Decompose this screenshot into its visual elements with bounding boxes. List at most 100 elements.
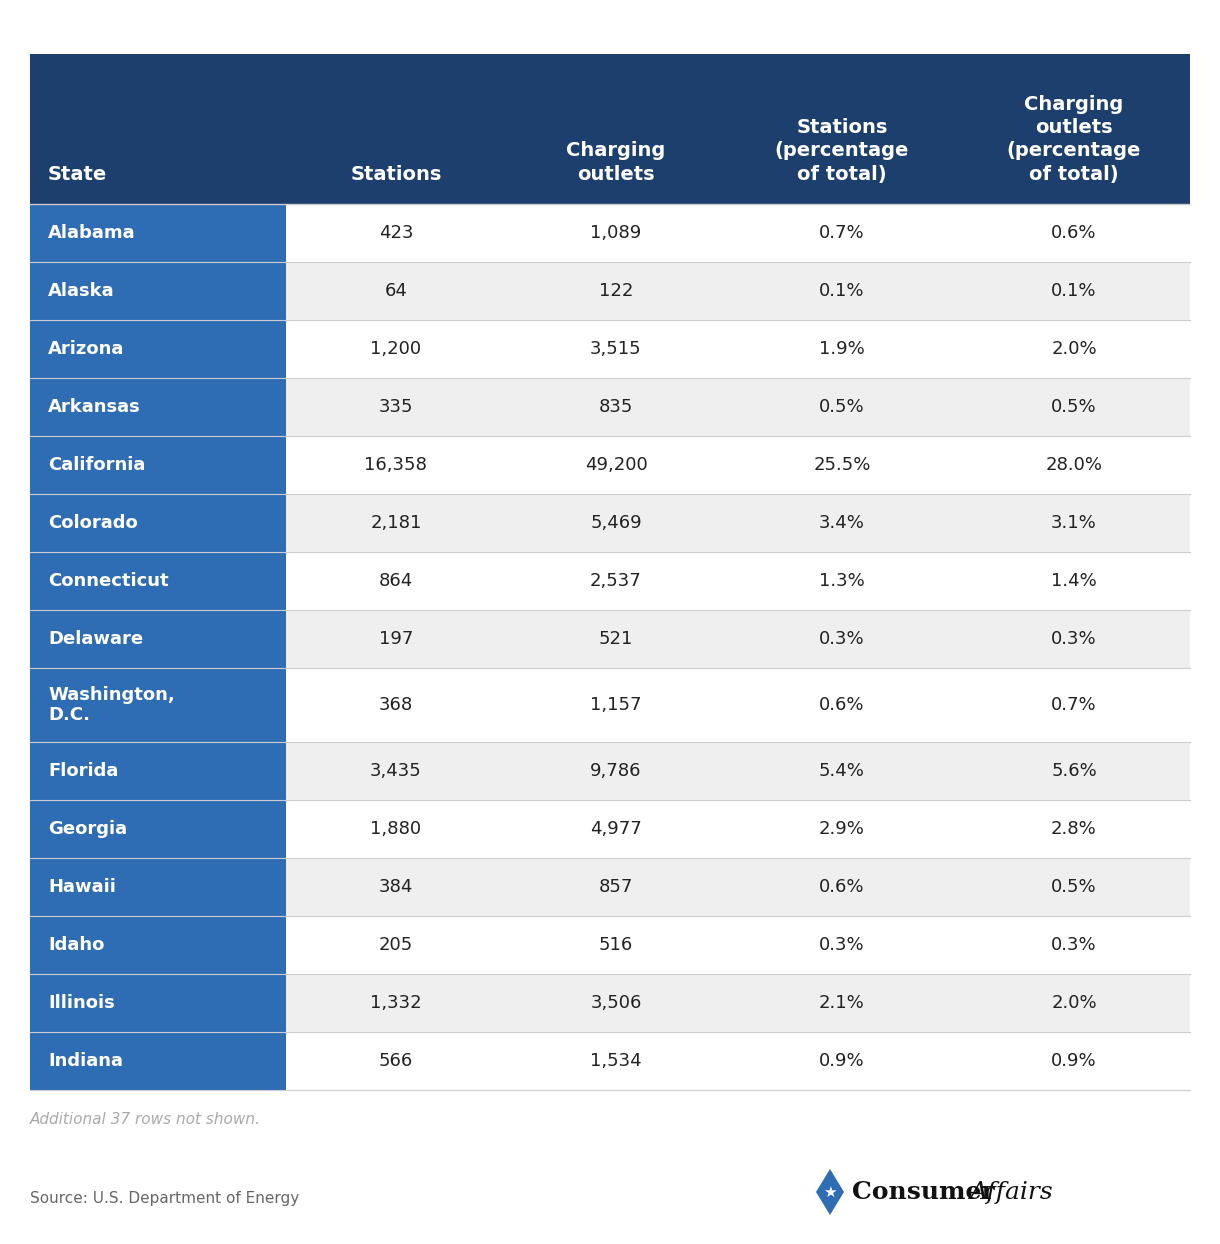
Text: 0.6%: 0.6% [1052,224,1097,243]
Text: 3.1%: 3.1% [1052,514,1097,532]
Text: 2.1%: 2.1% [819,994,865,1013]
Text: 0.5%: 0.5% [1052,398,1097,415]
Bar [30,552,1190,610]
Text: Georgia: Georgia [48,820,127,838]
Bar [30,320,285,378]
Text: 2.9%: 2.9% [819,820,865,838]
Text: 64: 64 [384,282,407,300]
Text: 25.5%: 25.5% [814,457,871,474]
Text: California: California [48,457,145,474]
Text: Connecticut: Connecticut [48,572,168,590]
Bar [30,916,1190,974]
Bar [30,741,1190,800]
Text: 1,157: 1,157 [590,695,642,714]
Bar [30,204,1190,262]
Text: 2.0%: 2.0% [1052,340,1097,358]
Text: 5,469: 5,469 [590,514,642,532]
Text: Delaware: Delaware [48,629,143,648]
Text: Alabama: Alabama [48,224,135,243]
Bar [30,262,285,320]
Text: 0.3%: 0.3% [819,935,865,954]
Bar [30,668,285,741]
Bar [30,741,285,800]
Text: 3,435: 3,435 [370,763,422,780]
Bar [30,858,285,916]
Text: 3,515: 3,515 [590,340,642,358]
Bar [30,435,285,494]
Text: 0.1%: 0.1% [820,282,865,300]
Text: 384: 384 [378,878,414,896]
Bar [30,668,1190,741]
Bar [30,916,285,974]
Text: 0.7%: 0.7% [819,224,865,243]
Text: 2.8%: 2.8% [1052,820,1097,838]
Text: ★: ★ [824,1184,837,1199]
Bar [30,262,1190,320]
Text: 864: 864 [378,572,414,590]
Bar [30,800,285,858]
Text: 1.9%: 1.9% [819,340,865,358]
Bar [30,1033,285,1090]
Bar [30,435,1190,494]
Text: 0.3%: 0.3% [1052,629,1097,648]
Text: State: State [48,165,107,184]
Text: 566: 566 [378,1052,414,1070]
Text: Charging
outlets
(percentage
of total): Charging outlets (percentage of total) [1006,95,1141,184]
Text: 9,786: 9,786 [590,763,642,780]
Text: 3.4%: 3.4% [819,514,865,532]
Text: Florida: Florida [48,763,118,780]
Text: 5.6%: 5.6% [1052,763,1097,780]
Text: 521: 521 [599,629,633,648]
Bar [30,53,1190,204]
Text: Affairs: Affairs [970,1181,1054,1203]
Text: Illinois: Illinois [48,994,115,1013]
Bar [30,800,1190,858]
Bar [30,378,1190,435]
Text: Idaho: Idaho [48,935,105,954]
Text: Arkansas: Arkansas [48,398,140,415]
Text: 205: 205 [378,935,414,954]
Text: 0.5%: 0.5% [819,398,865,415]
Text: 0.9%: 0.9% [1052,1052,1097,1070]
Text: 1,089: 1,089 [590,224,642,243]
Text: 49,200: 49,200 [584,457,648,474]
Text: 857: 857 [599,878,633,896]
Text: 2.0%: 2.0% [1052,994,1097,1013]
Bar [30,204,285,262]
Text: Alaska: Alaska [48,282,115,300]
Bar [30,320,1190,378]
Text: Washington,
D.C.: Washington, D.C. [48,685,174,724]
Text: 0.3%: 0.3% [1052,935,1097,954]
Text: 1.4%: 1.4% [1052,572,1097,590]
Text: 2,181: 2,181 [370,514,422,532]
Text: Stations
(percentage
of total): Stations (percentage of total) [775,118,909,184]
Text: Additional 37 rows not shown.: Additional 37 rows not shown. [30,1112,261,1127]
Text: 1,880: 1,880 [371,820,421,838]
Bar [30,610,285,668]
Text: 0.9%: 0.9% [819,1052,865,1070]
Text: Stations: Stations [350,165,442,184]
Bar [30,494,1190,552]
Text: 516: 516 [599,935,633,954]
Text: 28.0%: 28.0% [1046,457,1103,474]
Text: 0.6%: 0.6% [820,878,865,896]
Polygon shape [816,1169,844,1215]
Text: 5.4%: 5.4% [819,763,865,780]
Text: Consumer: Consumer [852,1181,994,1204]
Text: 197: 197 [378,629,414,648]
Text: 3,506: 3,506 [590,994,642,1013]
Bar [30,494,285,552]
Text: 0.6%: 0.6% [820,695,865,714]
Text: 1.3%: 1.3% [819,572,865,590]
Text: 1,332: 1,332 [370,994,422,1013]
Text: 0.3%: 0.3% [819,629,865,648]
Text: Hawaii: Hawaii [48,878,116,896]
Text: Source: U.S. Department of Energy: Source: U.S. Department of Energy [30,1191,299,1205]
Bar [30,974,285,1033]
Text: Charging
outlets: Charging outlets [566,142,666,184]
Text: 1,200: 1,200 [371,340,421,358]
Bar [30,1033,1190,1090]
Text: Indiana: Indiana [48,1052,123,1070]
Text: 0.7%: 0.7% [1052,695,1097,714]
Text: 16,358: 16,358 [365,457,427,474]
